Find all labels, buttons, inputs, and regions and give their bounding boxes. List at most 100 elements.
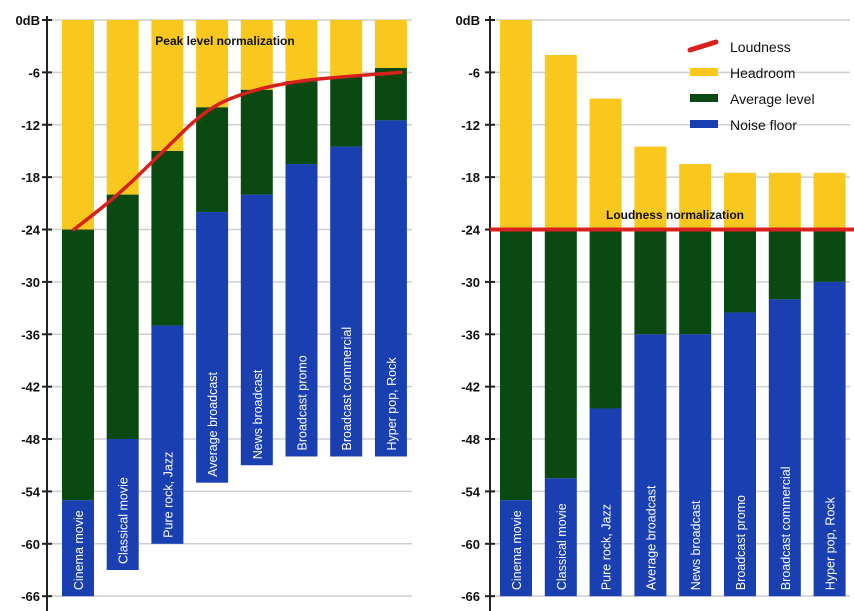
chart2-bar-headroom (589, 98, 622, 230)
chart2-category-label: News broadcast (689, 500, 703, 590)
chart2-bar-noise-floor (813, 281, 846, 597)
chart1-bar-headroom (374, 20, 407, 69)
chart1-bar-headroom (196, 20, 229, 108)
chart2-y-tick-label: -66 (461, 589, 480, 604)
chart2-bar-noise-floor (679, 334, 712, 597)
chart2-category-label: Broadcast commercial (779, 467, 793, 591)
chart1-category-label: Broadcast commercial (340, 327, 354, 451)
chart2-y-tick-label: 0dB (455, 13, 480, 28)
chart1-bar-noise-floor (240, 194, 273, 466)
chart1-bar-noise-floor (330, 146, 363, 457)
chart1-category-label: Average broadcast (206, 371, 220, 476)
chart2-bar-noise-floor (724, 312, 756, 597)
chart1-category-label: Hyper pop, Rock (385, 357, 399, 451)
chart1-bar-headroom (330, 20, 363, 77)
chart1-bar-average-level (285, 81, 318, 165)
chart2-bar-average-level (724, 229, 756, 313)
chart1-y-tick-label: -30 (21, 275, 40, 290)
chart1-category-label: Classical movie (117, 477, 131, 564)
chart1-category-label: Pure rock, Jazz (161, 452, 175, 538)
chart2-y-tick-label: -48 (461, 432, 480, 447)
legend-swatch-noise (690, 120, 718, 128)
chart1-y-tick-label: -42 (21, 380, 40, 395)
chart1-bar-average-level (240, 89, 273, 195)
chart2-category-label: Average broadcast (644, 485, 658, 590)
chart1-bar-noise-floor (285, 164, 318, 457)
chart2-bar-average-level (813, 229, 846, 282)
chart2-bar-average-level (589, 229, 622, 409)
chart2-bar-average-level (634, 229, 667, 335)
chart1-category-label: Cinema movie (72, 510, 86, 590)
chart2-bar-average-level (544, 229, 577, 479)
chart2-bar-average-level (768, 229, 801, 300)
chart1-y-tick-label: 0dB (15, 13, 40, 28)
chart1-bar-noise-floor (196, 212, 229, 483)
chart1-y-tick-label: -18 (21, 170, 40, 185)
chart1-bar-headroom (240, 20, 273, 90)
chart2-category-label: Broadcast promo (734, 495, 748, 590)
chart1-y-tick-label: -66 (21, 589, 40, 604)
chart1-y-tick-label: -48 (21, 432, 40, 447)
chart1-bar-noise-floor (62, 500, 94, 597)
legend-label-average: Average level (730, 91, 815, 107)
chart1-bar-average-level (330, 76, 363, 147)
chart2-category-label: Hyper pop, Rock (824, 496, 838, 590)
chart1-y-tick-label: -6 (28, 65, 40, 80)
chart2-y-tick-label: -30 (461, 275, 480, 290)
chart1-bar-headroom (151, 20, 184, 151)
chart2-y-tick-label: -36 (461, 327, 480, 342)
chart1-y-tick-label: -36 (21, 327, 40, 342)
chart2-y-tick-label: -18 (461, 170, 480, 185)
chart2-bar-headroom (634, 146, 667, 230)
chart1-bar-average-level (151, 150, 184, 326)
chart2-y-tick-label: -42 (461, 380, 480, 395)
chart2-category-label: Pure rock, Jazz (600, 504, 614, 590)
chart1-bar-average-level (196, 107, 229, 213)
chart2-bar-noise-floor (634, 334, 667, 597)
legend-label-noise: Noise floor (730, 117, 797, 133)
chart1-bar-average-level (374, 68, 407, 121)
chart2-y-tick-label: -60 (461, 537, 480, 552)
chart1-bar-average-level (62, 229, 94, 501)
chart2-y-tick-label: -6 (468, 65, 480, 80)
chart1-y-tick-label: -12 (21, 118, 40, 133)
chart2-bar-headroom (679, 164, 712, 230)
chart2-category-label: Classical movie (555, 503, 569, 590)
chart2-bar-headroom (500, 20, 532, 230)
chart1-bar-headroom (62, 20, 94, 230)
chart2-bar-noise-floor (589, 408, 622, 597)
legend-label-loudness: Loudness (730, 39, 791, 55)
chart2-y-tick-label: -54 (461, 484, 481, 499)
chart2-y-tick-label: -24 (461, 223, 481, 238)
chart1-bar-noise-floor (151, 325, 184, 544)
legend-swatch-loudness (687, 39, 719, 53)
legend-swatch-average (690, 94, 718, 102)
chart2-bar-noise-floor (768, 299, 801, 597)
chart2-y-tick-label: -12 (461, 118, 480, 133)
chart2-bar-average-level (679, 229, 712, 335)
chart1-bar-headroom (285, 20, 318, 82)
chart1-loudness-curve (72, 70, 403, 232)
chart1-bar-headroom (106, 20, 139, 195)
chart2-bar-headroom (768, 172, 801, 230)
chart1-y-tick-label: -54 (21, 484, 41, 499)
chart1-y-tick-label: -24 (21, 223, 41, 238)
chart1-y-tick-label: -60 (21, 537, 40, 552)
chart2-category-label: Cinema movie (510, 510, 524, 590)
chart2-bar-headroom (813, 172, 846, 230)
chart1-category-label: Broadcast promo (296, 355, 310, 450)
legend-label-headroom: Headroom (730, 65, 795, 81)
chart1-category-label: News broadcast (251, 369, 265, 459)
chart2-bar-headroom (724, 172, 756, 230)
chart1-bar-noise-floor (106, 439, 139, 570)
chart2-bar-noise-floor (544, 478, 577, 597)
chart2-bar-average-level (500, 229, 532, 501)
chart2-bar-noise-floor (500, 500, 532, 597)
chart1-bar-average-level (106, 194, 139, 440)
legend-swatch-headroom (690, 68, 718, 76)
chart1-title: Peak level normalization (155, 34, 294, 48)
chart1-bar-noise-floor (374, 120, 407, 457)
chart2-title: Loudness normalization (606, 208, 744, 222)
chart2-bar-headroom (544, 54, 577, 230)
